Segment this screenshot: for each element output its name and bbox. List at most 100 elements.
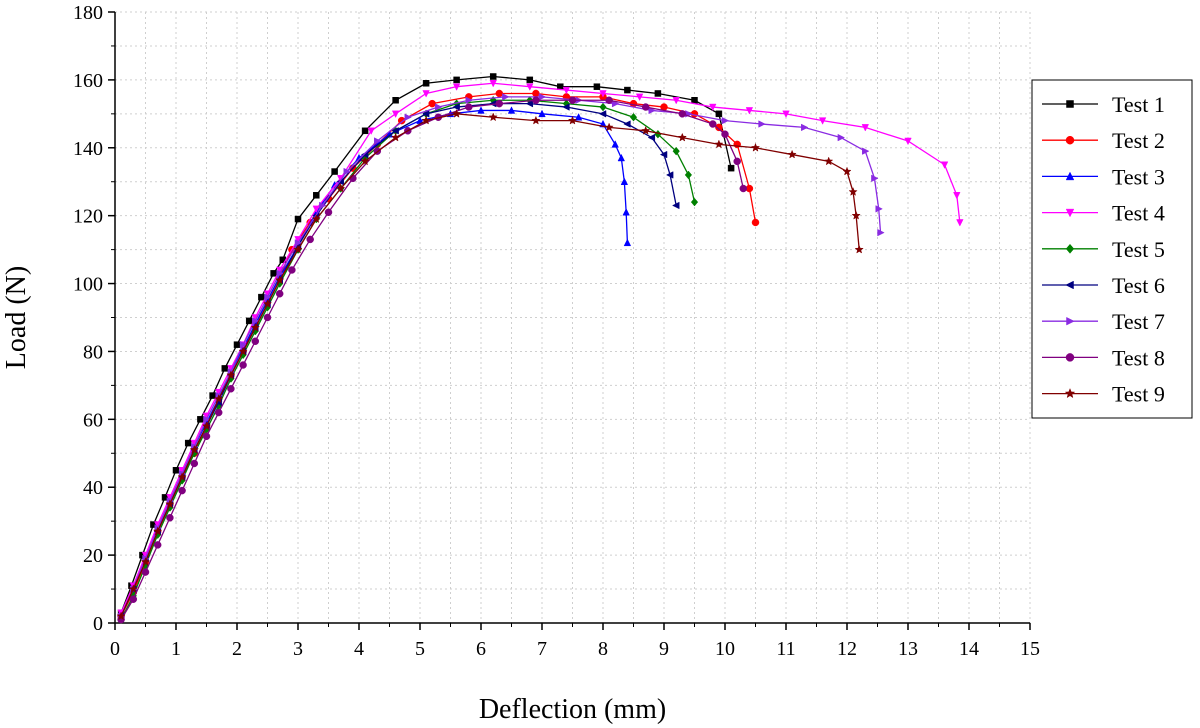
data-point (184, 439, 192, 447)
data-point (672, 97, 680, 105)
data-point (311, 214, 321, 224)
series-line (120, 99, 696, 620)
data-point (691, 97, 698, 104)
data-point (598, 110, 607, 118)
data-point (361, 127, 369, 135)
data-point (624, 86, 631, 94)
x-tick-label: 7 (537, 638, 547, 660)
series-2 (117, 89, 760, 620)
data-point (623, 238, 632, 247)
data-point (526, 83, 534, 91)
data-point (488, 112, 498, 122)
data-point (620, 177, 629, 185)
data-point (622, 208, 630, 216)
data-point (293, 244, 303, 254)
legend-item: Test 9 (1042, 382, 1165, 407)
data-point (733, 157, 741, 166)
data-point (562, 86, 571, 95)
data-point (721, 116, 730, 125)
legend-label: Test 2 (1112, 128, 1165, 153)
legend-label: Test 3 (1112, 164, 1165, 189)
data-point (721, 130, 729, 138)
legend-marker (1064, 388, 1076, 399)
data-point (837, 133, 846, 142)
series-9 (116, 108, 864, 621)
data-point (128, 584, 138, 594)
data-point (678, 110, 687, 118)
data-point (532, 89, 540, 98)
y-tick-label: 180 (73, 2, 103, 24)
data-point (153, 541, 162, 549)
data-point (750, 142, 761, 152)
data-point (677, 132, 687, 142)
data-point (871, 174, 879, 183)
data-point (641, 103, 650, 111)
data-point (629, 112, 638, 122)
x-tick-label: 1 (171, 638, 181, 660)
data-point (190, 459, 199, 468)
series-line (120, 92, 757, 617)
y-tick-label: 20 (83, 545, 103, 567)
data-point (312, 205, 321, 214)
legend-marker (1065, 135, 1075, 145)
data-point (495, 89, 504, 98)
data-point (435, 103, 443, 111)
data-point (263, 313, 272, 322)
legend-label: Test 7 (1112, 309, 1165, 334)
data-point (714, 139, 724, 149)
data-point (391, 110, 400, 118)
data-point (861, 124, 870, 132)
data-point (562, 103, 570, 111)
legend-label: Test 8 (1112, 345, 1165, 370)
data-point (715, 123, 723, 132)
data-point (422, 80, 430, 87)
data-point (288, 266, 296, 274)
data-point (172, 467, 180, 474)
y-tick-label: 120 (73, 206, 103, 228)
data-point (294, 215, 302, 223)
data-point (465, 103, 473, 111)
data-point (665, 171, 674, 179)
data-point (313, 192, 320, 199)
data-point (214, 408, 223, 417)
x-tick-label: 13 (898, 638, 918, 660)
data-point (532, 96, 540, 105)
legend-marker (1066, 316, 1075, 326)
data-point (452, 83, 461, 91)
data-point (672, 201, 680, 210)
data-point (953, 192, 961, 200)
legend-label: Test 1 (1112, 92, 1165, 117)
data-point (709, 120, 717, 128)
data-point (275, 275, 285, 285)
legend-marker (1065, 171, 1075, 181)
x-tick-label: 10 (715, 638, 735, 660)
data-point (654, 90, 662, 97)
data-point (239, 361, 247, 369)
x-tick-label: 6 (476, 638, 486, 660)
data-point (904, 137, 912, 146)
series-6 (116, 99, 680, 620)
data-point (495, 99, 504, 108)
data-point (739, 184, 748, 193)
legend-marker (1065, 208, 1075, 218)
series-7 (117, 93, 885, 620)
legend-item: Test 3 (1042, 164, 1165, 189)
legend-label: Test 9 (1112, 382, 1165, 407)
data-point (203, 415, 211, 424)
data-point (574, 113, 583, 121)
legend-marker (1065, 353, 1075, 362)
legend-item: Test 2 (1042, 128, 1165, 153)
data-point (525, 99, 534, 108)
data-point (390, 132, 401, 142)
legend-label: Test 5 (1112, 237, 1165, 262)
data-point (599, 102, 607, 112)
data-point (178, 486, 186, 495)
series-1 (117, 73, 735, 617)
x-tick-label: 15 (1020, 638, 1040, 660)
legend-marker (1066, 100, 1074, 108)
series-line (120, 96, 882, 617)
data-point (842, 166, 852, 176)
x-tick-label: 12 (837, 638, 857, 660)
data-point (647, 133, 656, 142)
